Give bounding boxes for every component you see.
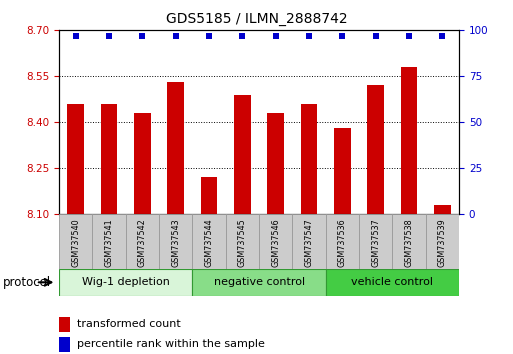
Text: GDS5185 / ILMN_2888742: GDS5185 / ILMN_2888742 <box>166 12 347 27</box>
Bar <box>292 214 326 269</box>
Point <box>205 33 213 39</box>
Point <box>238 33 246 39</box>
Bar <box>59 214 92 269</box>
Text: GSM737546: GSM737546 <box>271 218 280 267</box>
Bar <box>201 177 218 214</box>
Bar <box>59 316 70 332</box>
Point <box>171 33 180 39</box>
Bar <box>392 214 426 269</box>
Text: GSM737545: GSM737545 <box>238 218 247 267</box>
Bar <box>334 128 351 214</box>
Bar <box>134 113 151 214</box>
Point <box>338 33 346 39</box>
Bar <box>326 269 459 296</box>
Text: vehicle control: vehicle control <box>351 277 433 287</box>
Text: percentile rank within the sample: percentile rank within the sample <box>77 339 265 349</box>
Point <box>371 33 380 39</box>
Point <box>71 33 80 39</box>
Text: GSM737541: GSM737541 <box>105 218 113 267</box>
Point <box>271 33 280 39</box>
Bar <box>101 104 117 214</box>
Text: transformed count: transformed count <box>77 319 181 329</box>
Text: GSM737543: GSM737543 <box>171 218 180 267</box>
Bar <box>59 269 192 296</box>
Bar <box>401 67 418 214</box>
Point <box>305 33 313 39</box>
Bar <box>301 104 318 214</box>
Text: GSM737538: GSM737538 <box>405 218 413 267</box>
Bar <box>234 95 251 214</box>
Text: GSM737540: GSM737540 <box>71 218 80 267</box>
Text: GSM737537: GSM737537 <box>371 218 380 267</box>
Text: GSM737536: GSM737536 <box>338 218 347 267</box>
Bar <box>426 214 459 269</box>
Bar <box>367 85 384 214</box>
Point <box>105 33 113 39</box>
Text: negative control: negative control <box>213 277 305 287</box>
Text: GSM737544: GSM737544 <box>205 218 213 267</box>
Point <box>438 33 446 39</box>
Bar <box>192 214 226 269</box>
Bar <box>267 113 284 214</box>
Bar <box>67 104 84 214</box>
Bar <box>326 214 359 269</box>
Bar <box>226 214 259 269</box>
Text: protocol: protocol <box>3 276 51 289</box>
Point <box>405 33 413 39</box>
Bar <box>192 269 326 296</box>
Bar <box>259 214 292 269</box>
Bar <box>59 337 70 352</box>
Text: GSM737539: GSM737539 <box>438 218 447 267</box>
Text: Wig-1 depletion: Wig-1 depletion <box>82 277 170 287</box>
Bar <box>359 214 392 269</box>
Bar <box>159 214 192 269</box>
Bar <box>434 205 451 214</box>
Text: GSM737542: GSM737542 <box>138 218 147 267</box>
Bar <box>167 82 184 214</box>
Bar <box>92 214 126 269</box>
Point <box>138 33 146 39</box>
Text: GSM737547: GSM737547 <box>305 218 313 267</box>
Bar <box>126 214 159 269</box>
